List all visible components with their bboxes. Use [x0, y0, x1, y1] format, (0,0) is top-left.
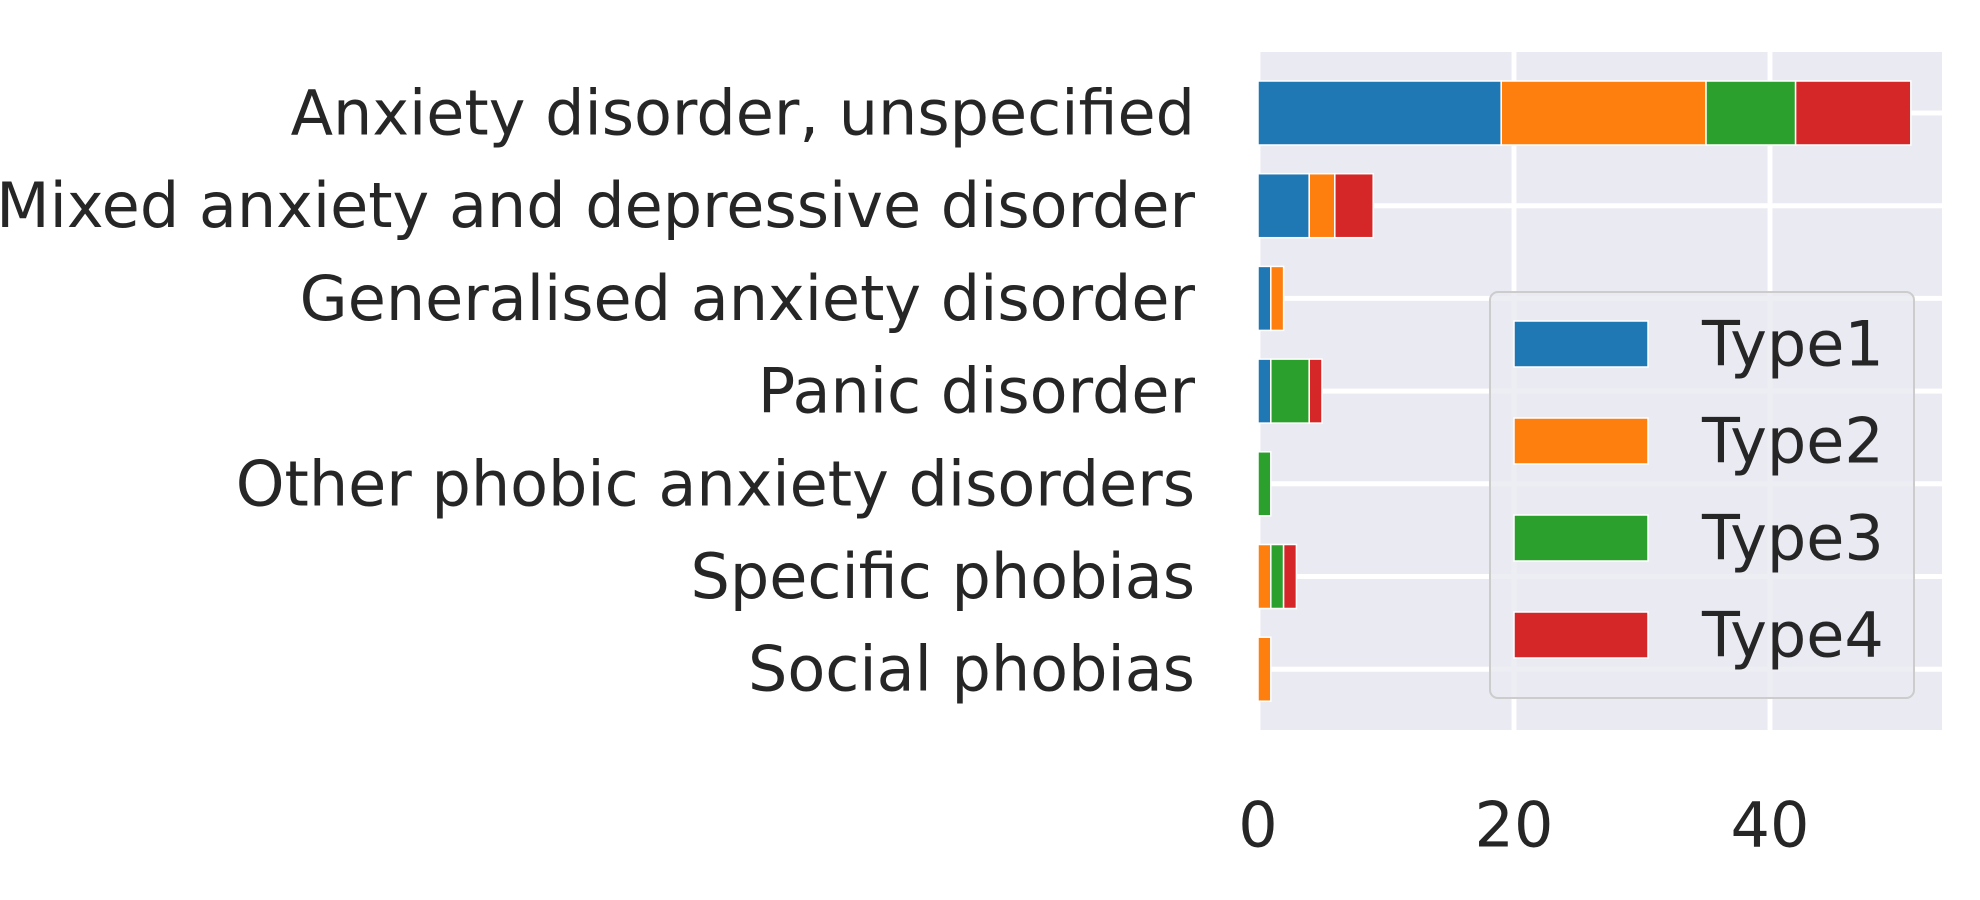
bar-segment-type1 [1257, 80, 1502, 146]
bar-segment-type3 [1257, 451, 1272, 517]
category-label: Other phobic anxiety disorders [236, 447, 1195, 520]
legend-swatch-type4 [1513, 611, 1649, 659]
x-tick-label: 40 [1731, 789, 1810, 862]
bar-segment-type2 [1270, 265, 1285, 332]
x-tick-label: 0 [1238, 789, 1277, 862]
bar-segment-type2 [1500, 80, 1707, 146]
category-labels: Anxiety disorder, unspecified Mixed anxie… [0, 77, 1196, 706]
bar-segment-type4 [1308, 358, 1323, 424]
bar-segment-type4 [1794, 80, 1912, 146]
category-label: Social phobias [748, 633, 1195, 706]
legend-label-type2: Type2 [1701, 405, 1884, 478]
bar-segment-type1 [1257, 265, 1272, 332]
category-label: Specific phobias [691, 540, 1195, 613]
category-label: Generalised anxiety disorder [300, 262, 1196, 335]
legend-label-type4: Type4 [1701, 599, 1884, 672]
legend-box [1489, 291, 1915, 699]
bar-segment-type3 [1705, 80, 1797, 146]
legend: Type1 Type2 Type3 Type4 [1489, 291, 1915, 699]
bar-segment-type2 [1257, 543, 1272, 610]
bar-segment-type4 [1334, 172, 1374, 239]
x-tick-label: 20 [1475, 789, 1554, 862]
legend-swatch-type3 [1513, 514, 1649, 562]
bar-segment-type2 [1308, 172, 1336, 239]
x-tick-labels: 0 20 40 [1238, 789, 1809, 862]
bar-segment-type3 [1270, 358, 1310, 424]
category-label: Panic disorder [758, 355, 1196, 428]
bar-segment-type4 [1282, 543, 1298, 610]
legend-label-type1: Type1 [1701, 308, 1884, 381]
legend-swatch-type1 [1513, 320, 1649, 368]
category-label: Anxiety disorder, unspecified [291, 77, 1195, 150]
legend-swatch-type2 [1513, 417, 1649, 465]
category-label: Mixed anxiety and depressive disorder [0, 169, 1196, 242]
bars [1257, 80, 1912, 702]
bar-segment-type3 [1270, 543, 1285, 610]
bar-segment-type1 [1257, 172, 1310, 239]
legend-label-type3: Type3 [1701, 502, 1884, 575]
bar-segment-type1 [1257, 358, 1272, 424]
bar-segment-type2 [1257, 636, 1272, 702]
